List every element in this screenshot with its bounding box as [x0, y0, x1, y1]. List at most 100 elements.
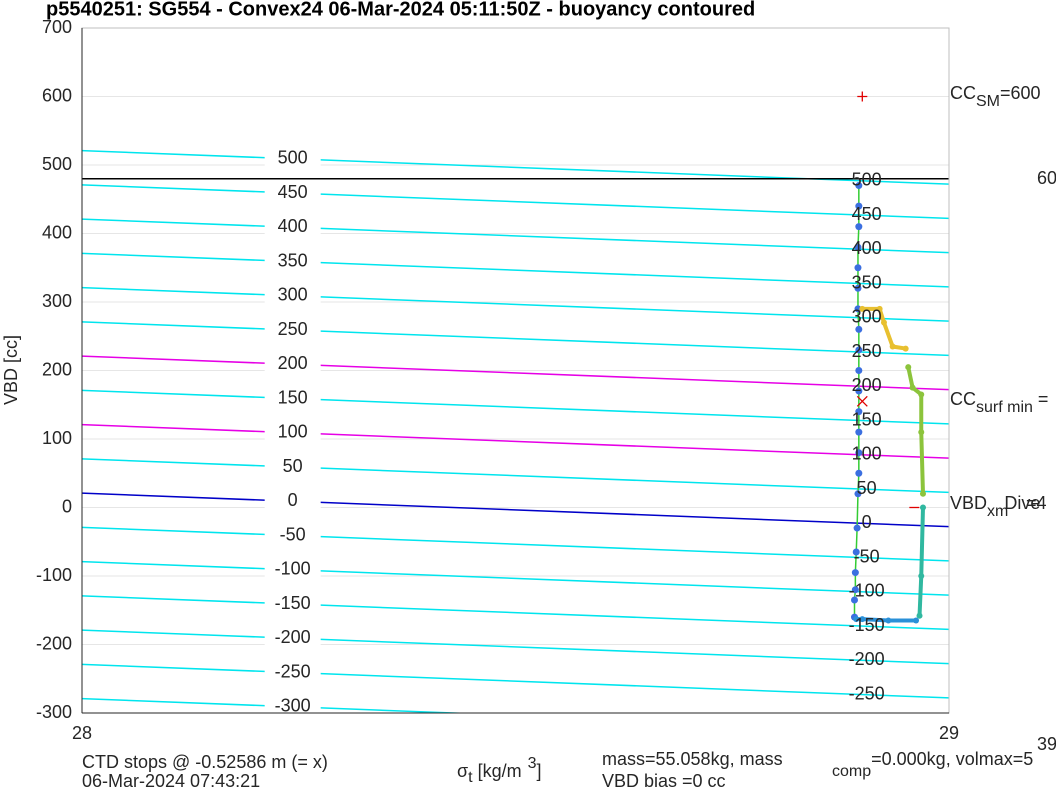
data-point — [855, 346, 863, 354]
contour-line — [82, 184, 949, 220]
contour-line — [82, 492, 949, 528]
marker — [856, 395, 868, 407]
data-point — [859, 616, 866, 623]
data-point — [889, 343, 896, 350]
x-axis-label: σt [kg/m 3] — [457, 755, 542, 786]
footer-text: CTD stops @ -0.52586 m (= x) — [82, 752, 328, 772]
contour-line — [82, 458, 949, 494]
data-point — [919, 504, 926, 511]
data-point — [905, 364, 912, 371]
data-point — [853, 616, 860, 623]
contour-label: 450 — [852, 204, 882, 224]
contour-label-bg — [264, 697, 321, 713]
contour-label-bg — [264, 526, 321, 545]
data-point — [855, 408, 863, 416]
data-point — [855, 428, 863, 436]
y-tick-label: 400 — [42, 222, 72, 242]
contour-label-bg — [264, 252, 321, 271]
x-label-sup: 3 — [528, 755, 537, 772]
contour-label: 0 — [288, 490, 298, 510]
footer-text: VBD bias =0 cc — [602, 771, 726, 790]
data-point — [859, 305, 866, 312]
footer-part: =0.000kg, volmax=5 — [871, 749, 1033, 769]
contour-label-bg — [264, 389, 321, 408]
contour-label: -200 — [275, 627, 311, 647]
contour-label: 300 — [852, 307, 882, 327]
contour-line — [82, 355, 949, 391]
data-point — [855, 367, 863, 374]
annotation-part: VBD — [950, 493, 987, 513]
contour-label: 300 — [278, 285, 308, 305]
data-point — [880, 319, 887, 326]
footer-sub: comp — [832, 763, 871, 780]
data-point — [851, 586, 859, 594]
annotation: =4 — [1026, 493, 1047, 513]
contour-line — [82, 389, 949, 425]
contour-label: -150 — [275, 593, 311, 613]
contour-label: 400 — [278, 216, 308, 236]
y-tick-label: 500 — [42, 154, 72, 174]
contour-label-bg — [264, 663, 321, 682]
data-point — [916, 612, 923, 619]
data-point — [853, 524, 861, 532]
contour-line — [82, 595, 949, 631]
contour-label-bg — [264, 595, 321, 614]
contour-label-bg — [264, 321, 321, 340]
contour-label: 50 — [283, 456, 303, 476]
contour-label: 500 — [852, 170, 882, 190]
annotation-part: = — [1033, 389, 1049, 409]
contour-label: 50 — [857, 478, 877, 498]
footer-text: 06-Mar-2024 07:43:21 — [82, 771, 260, 790]
data-point — [855, 223, 863, 231]
contour-line — [82, 697, 473, 713]
contour-line — [82, 526, 949, 562]
contour-label-bg — [264, 458, 321, 477]
y-tick-label: 600 — [42, 85, 72, 105]
data-point — [854, 490, 862, 498]
contour-label: 200 — [852, 375, 882, 395]
marker — [857, 91, 868, 102]
y-axis-label: VBD [cc] — [1, 335, 21, 405]
annotation-part: =600 — [1000, 83, 1041, 103]
contour-label: 100 — [278, 422, 308, 442]
contour-label-bg — [264, 286, 321, 305]
contour-label-bg — [264, 423, 321, 442]
y-tick-label: 100 — [42, 428, 72, 448]
contour-label-bg — [264, 355, 321, 374]
data-point — [918, 573, 925, 579]
contour-label: -50 — [854, 546, 880, 566]
contour-label: -100 — [849, 581, 885, 601]
contour-label-bg — [264, 629, 321, 648]
annotation-sub: surf min — [976, 399, 1033, 416]
annotation-part: Dive — [1004, 493, 1040, 513]
annotation-part: CC — [950, 83, 976, 103]
contour-line — [82, 663, 949, 699]
contour-label: 100 — [852, 444, 882, 464]
annotation-part: CC — [950, 389, 976, 409]
contour-label: 450 — [278, 182, 308, 202]
data-point — [854, 264, 862, 272]
contour-label-bg — [264, 184, 321, 203]
data-point — [854, 284, 862, 292]
data-point — [852, 548, 860, 556]
chart-title: p5540251: SG554 - Convex24 06-Mar-2024 0… — [46, 0, 755, 20]
annotation-sub: SM — [976, 93, 1000, 110]
annotation: 60 — [1037, 168, 1056, 188]
contour-line — [82, 286, 949, 322]
data-point — [885, 617, 892, 624]
contour-label: -250 — [275, 661, 311, 681]
data-point — [913, 617, 920, 624]
contour-line — [82, 560, 949, 596]
contour-line — [82, 629, 949, 665]
contour-label: -300 — [275, 696, 311, 716]
contour-label: 200 — [278, 353, 308, 373]
footer-text: mass=55.058kg, mass comp=0.000kg, volmax=… — [602, 749, 1033, 780]
data-point — [855, 469, 863, 477]
contour-line — [82, 423, 949, 459]
data-point — [876, 305, 883, 312]
data-point — [855, 202, 863, 210]
contour-label: 500 — [278, 148, 308, 168]
contour-label: -150 — [849, 615, 885, 635]
